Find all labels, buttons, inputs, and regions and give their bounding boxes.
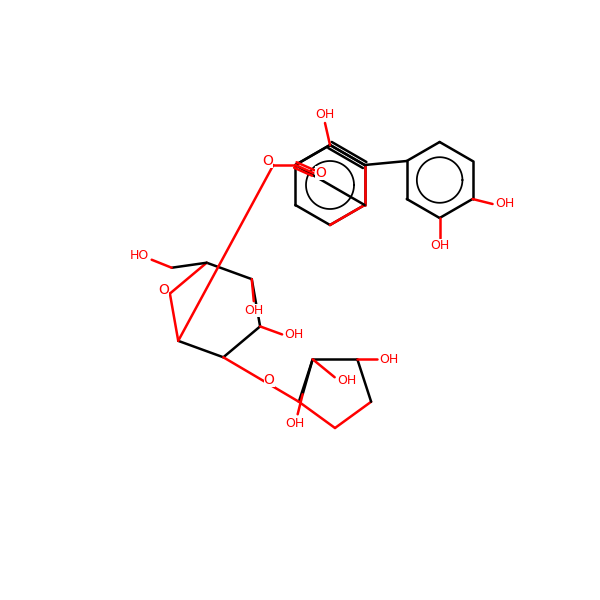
Text: O: O [158, 283, 169, 296]
Text: OH: OH [430, 239, 449, 253]
Text: OH: OH [316, 107, 335, 121]
Text: O: O [263, 373, 275, 386]
Text: OH: OH [285, 417, 304, 430]
Text: OH: OH [284, 328, 304, 341]
Text: HO: HO [130, 249, 149, 262]
Text: OH: OH [380, 353, 399, 366]
Text: O: O [262, 154, 273, 168]
Text: OH: OH [244, 304, 263, 317]
Text: O: O [315, 166, 326, 180]
Text: OH: OH [337, 374, 356, 387]
Text: OH: OH [495, 197, 514, 211]
